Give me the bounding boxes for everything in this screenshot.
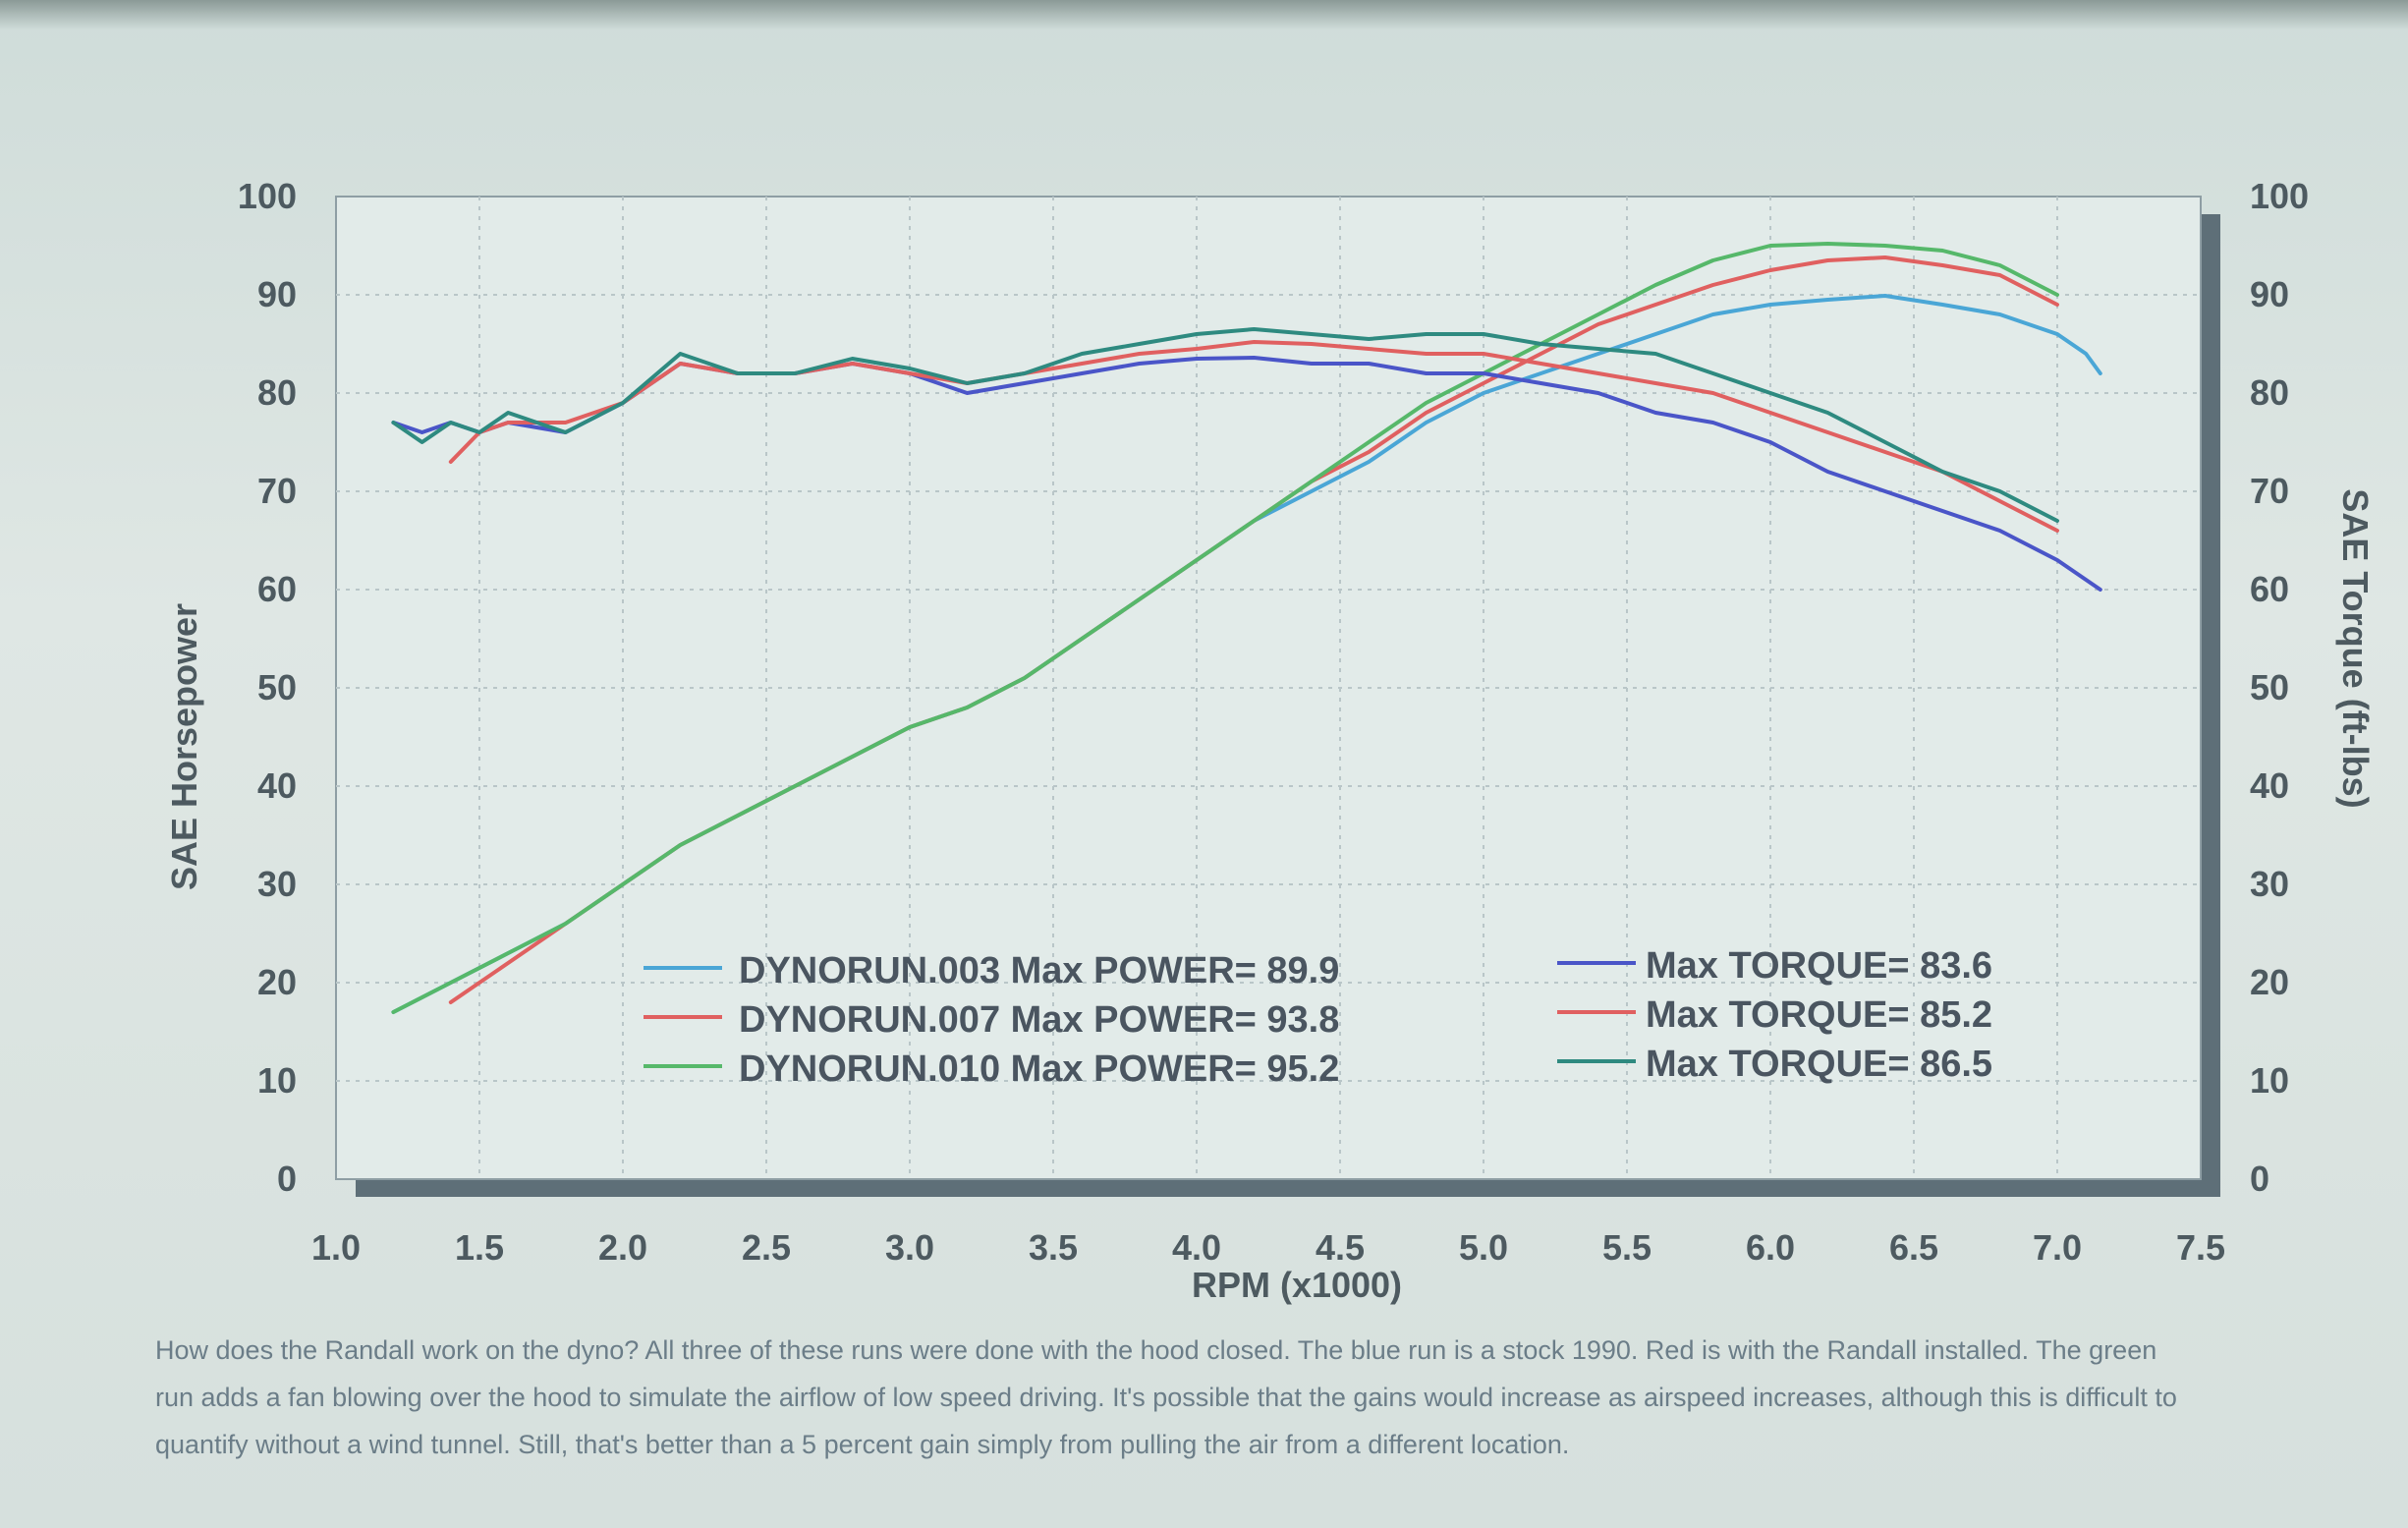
x-tick: 6.5 xyxy=(1889,1227,1938,1268)
x-tick: 1.5 xyxy=(455,1227,504,1268)
y-tick-left: 80 xyxy=(257,372,297,413)
x-tick: 5.0 xyxy=(1459,1227,1508,1268)
y-tick-left: 50 xyxy=(257,667,297,707)
y-axis-label-left: SAE Horsepower xyxy=(164,603,204,890)
y-tick-right: 100 xyxy=(2250,176,2309,216)
legend-label-dynorun-003-torque: Max TORQUE= 83.6 xyxy=(1646,945,1992,987)
legend-label-dynorun-007-torque: Max TORQUE= 85.2 xyxy=(1646,994,1992,1036)
y-tick-right: 50 xyxy=(2250,667,2289,707)
x-tick: 6.0 xyxy=(1746,1227,1795,1268)
y-tick-left: 90 xyxy=(257,274,297,314)
y-tick-left: 100 xyxy=(238,176,297,216)
caption-line: quantify without a wind tunnel. Still, t… xyxy=(155,1430,1570,1459)
x-tick: 1.0 xyxy=(311,1227,361,1268)
y-tick-right: 80 xyxy=(2250,372,2289,413)
y-tick-right: 40 xyxy=(2250,765,2289,806)
legend-label-dynorun-003-power: DYNORUN.003 Max POWER= 89.9 xyxy=(739,950,1339,991)
y-tick-right: 70 xyxy=(2250,471,2289,511)
x-tick: 4.0 xyxy=(1172,1227,1221,1268)
y-tick-left: 40 xyxy=(257,765,297,806)
y-tick-left: 0 xyxy=(277,1159,297,1199)
x-tick: 5.5 xyxy=(1602,1227,1652,1268)
y-tick-right: 0 xyxy=(2250,1159,2269,1199)
legend-label-dynorun-010-torque: Max TORQUE= 86.5 xyxy=(1646,1044,1992,1085)
x-tick: 2.5 xyxy=(742,1227,791,1268)
x-tick: 7.5 xyxy=(2176,1227,2225,1268)
legend-label-dynorun-010-power: DYNORUN.010 Max POWER= 95.2 xyxy=(739,1048,1339,1090)
y-tick-left: 10 xyxy=(257,1060,297,1101)
x-axis-label: RPM (x1000) xyxy=(1192,1265,1402,1305)
series-line-torque-5 xyxy=(391,327,2059,523)
caption-line: run adds a fan blowing over the hood to … xyxy=(155,1383,2177,1412)
axis-ticks: 0 10 20 30 40 50 60 70 80 90 100 0 10 20 30 40 50 60 70 80 9… xyxy=(238,176,2309,1268)
y-axis-label-right: SAE Torque (ft-lbs) xyxy=(2335,488,2376,808)
legend: DYNORUN.003 Max POWER= 89.9 DYNORUN.007 … xyxy=(644,945,1992,1090)
y-tick-right: 20 xyxy=(2250,962,2289,1002)
series-line-torque-4 xyxy=(448,340,2059,533)
x-tick: 3.5 xyxy=(1029,1227,1078,1268)
series-group xyxy=(391,242,2102,1014)
figure-caption: How does the Randall work on the dyno? A… xyxy=(155,1327,2385,1468)
x-tick: 7.0 xyxy=(2033,1227,2082,1268)
x-tick: 4.5 xyxy=(1316,1227,1365,1268)
y-tick-right: 30 xyxy=(2250,864,2289,904)
x-tick: 2.0 xyxy=(598,1227,647,1268)
legend-label-dynorun-007-power: DYNORUN.007 Max POWER= 93.8 xyxy=(739,999,1339,1041)
y-tick-left: 20 xyxy=(257,962,297,1002)
y-tick-right: 90 xyxy=(2250,274,2289,314)
y-tick-right: 10 xyxy=(2250,1060,2289,1101)
y-tick-left: 70 xyxy=(257,471,297,511)
y-tick-right: 60 xyxy=(2250,569,2289,609)
page-shadow-edge xyxy=(0,0,2408,29)
caption-line: How does the Randall work on the dyno? A… xyxy=(155,1335,2157,1365)
x-tick: 3.0 xyxy=(885,1227,934,1268)
y-tick-left: 60 xyxy=(257,569,297,609)
series-line-power-2 xyxy=(391,242,2059,1014)
y-tick-left: 30 xyxy=(257,864,297,904)
